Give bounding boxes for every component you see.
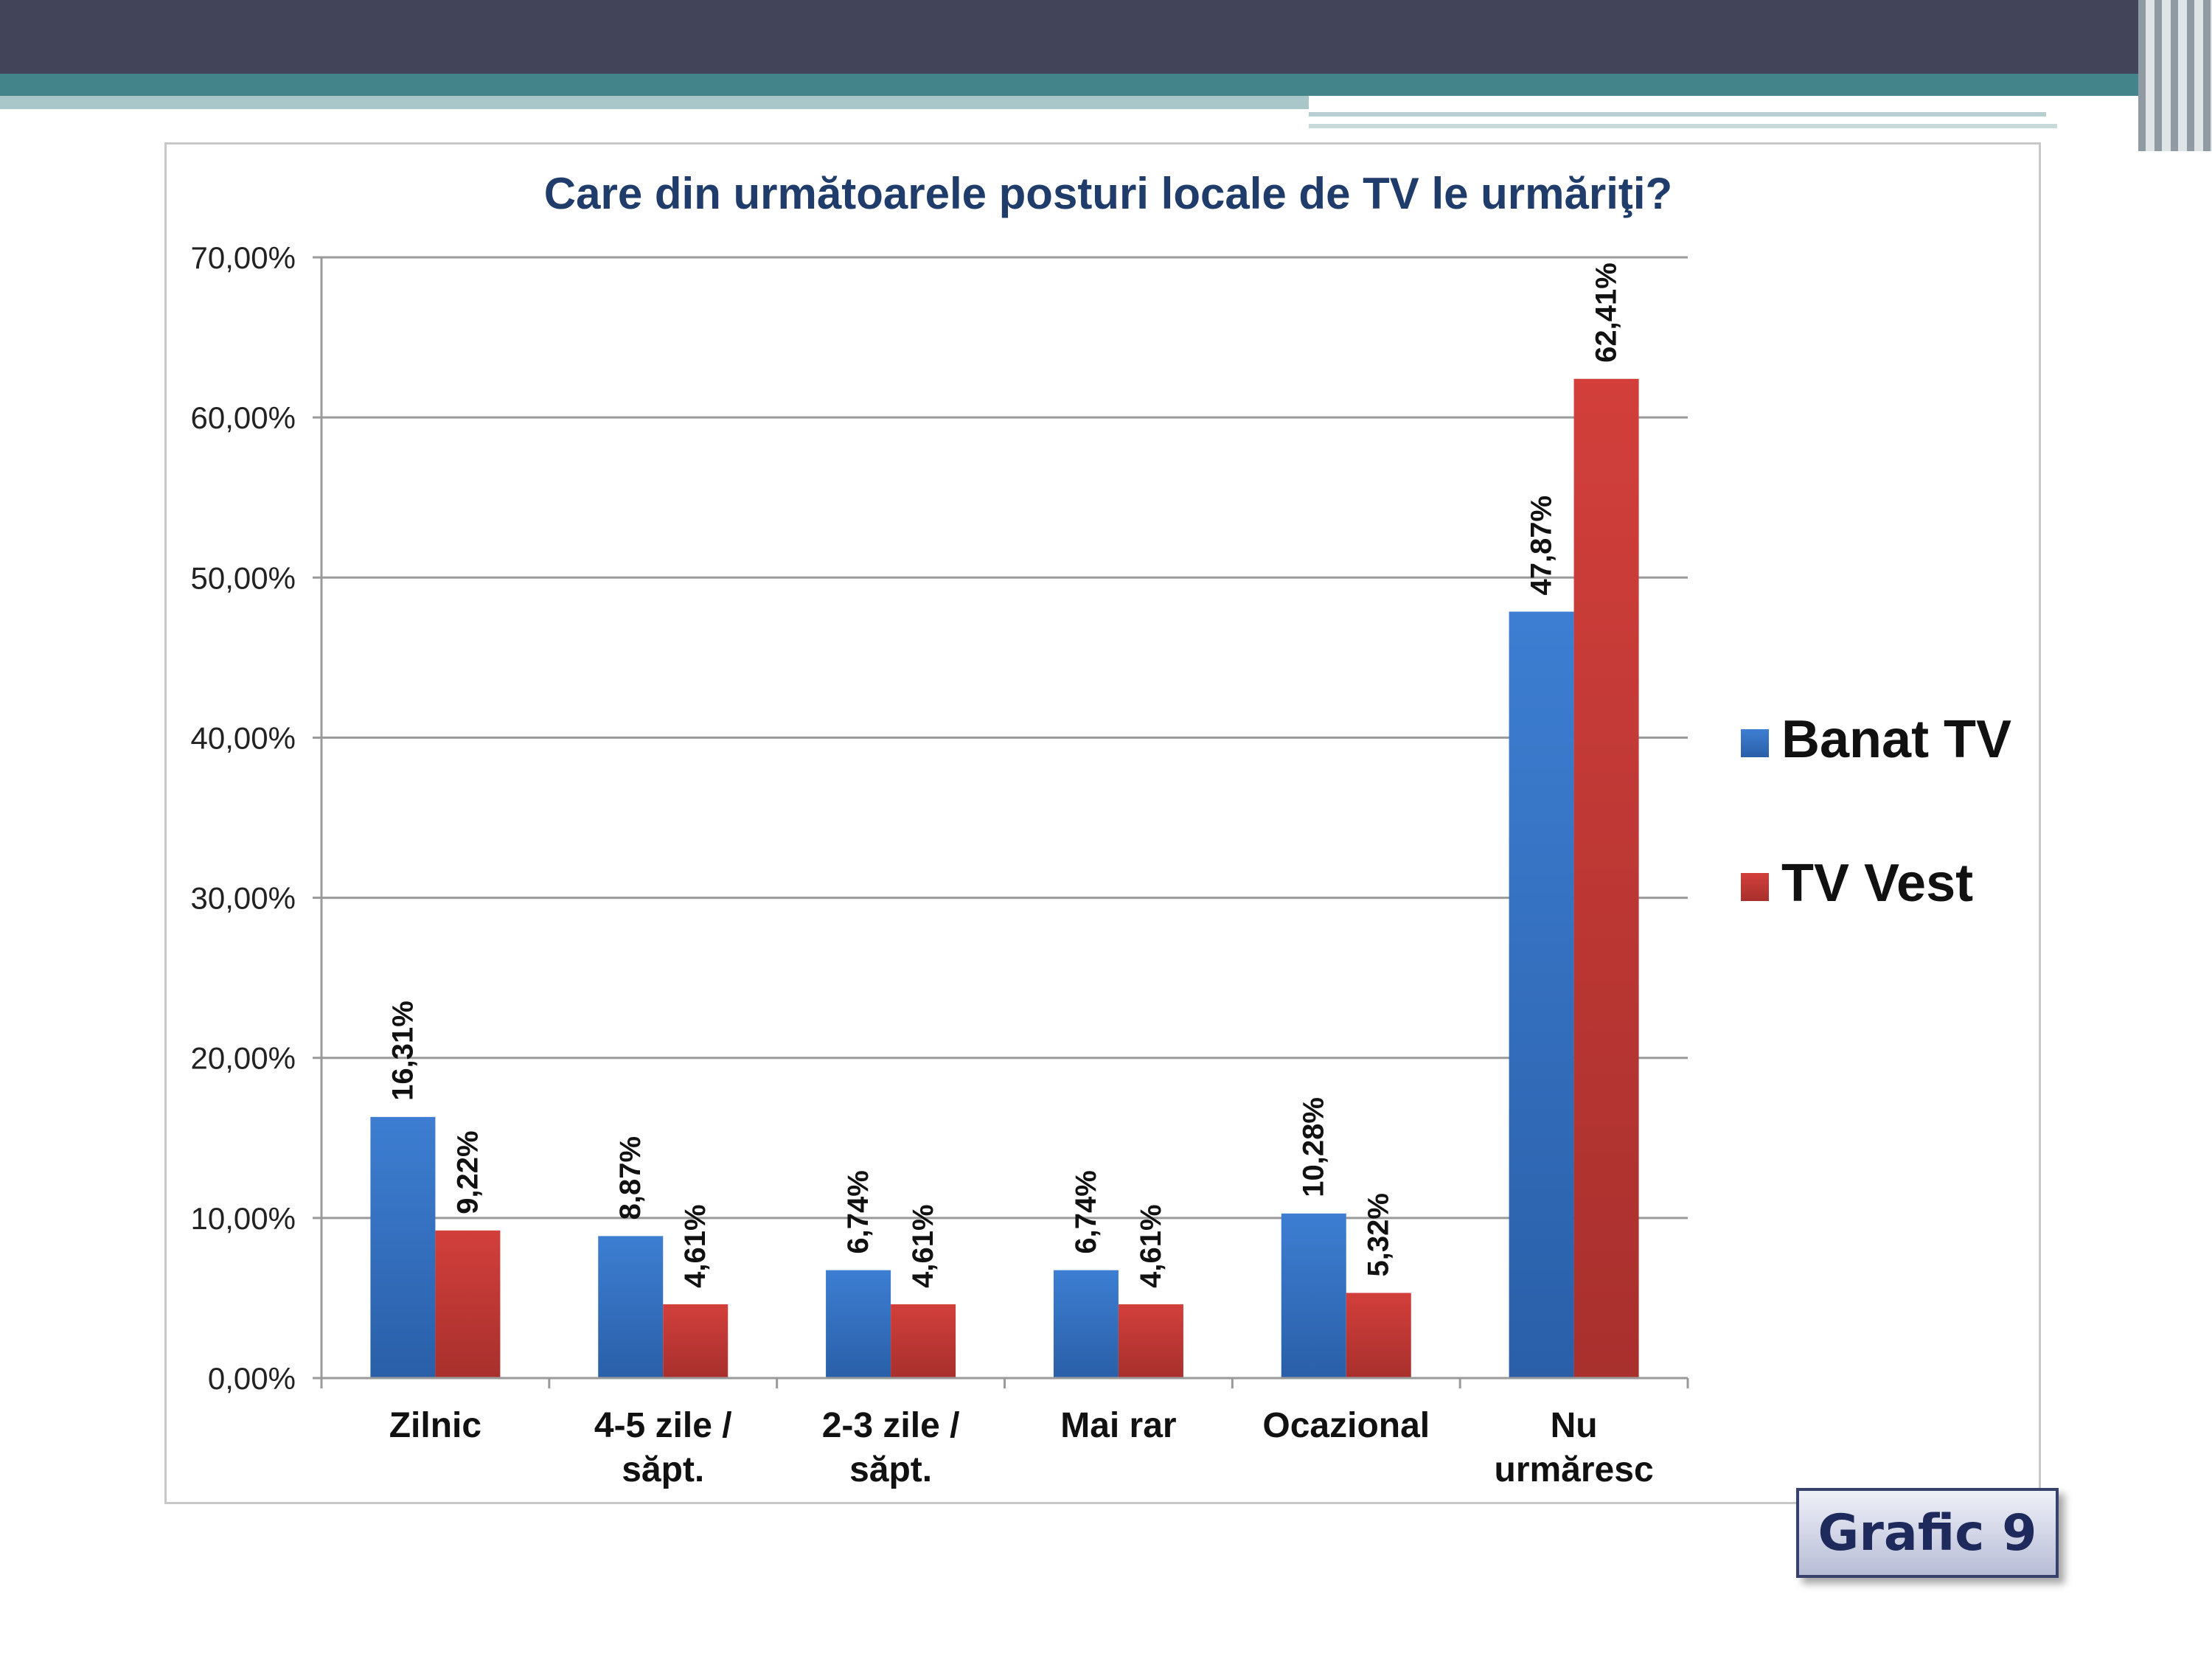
x-category-label: Nu	[1551, 1406, 1598, 1445]
data-label: 4,61%	[679, 1204, 712, 1287]
legend-swatch	[1741, 873, 1769, 901]
data-label: 16,31%	[386, 1001, 419, 1101]
bar-banat-tv	[370, 1116, 436, 1378]
y-tick-label: 70,00%	[191, 240, 296, 275]
chart-title: Care din următoarele posturi locale de T…	[544, 169, 1672, 218]
data-label: 9,22%	[451, 1130, 484, 1214]
bar-tv-vest	[1118, 1304, 1183, 1378]
data-label: 6,74%	[842, 1170, 874, 1253]
x-category-label: urmăresc	[1495, 1450, 1654, 1489]
data-label: 5,32%	[1363, 1193, 1395, 1276]
header-thin-line	[1309, 112, 2046, 116]
y-tick-label: 50,00%	[191, 560, 296, 595]
bar-tv-vest	[1346, 1293, 1411, 1378]
y-tick-label: 60,00%	[191, 400, 296, 435]
y-tick-label: 20,00%	[191, 1041, 296, 1076]
bar-tv-vest	[1573, 378, 1639, 1378]
legend-label: Banat TV	[1781, 710, 2011, 769]
y-tick-label: 10,00%	[191, 1201, 296, 1236]
bar-tv-vest	[663, 1304, 728, 1378]
x-category-label: săpt.	[622, 1450, 704, 1489]
bar-banat-tv	[1509, 611, 1574, 1379]
data-label: 4,61%	[907, 1204, 939, 1287]
data-label: 47,87%	[1526, 495, 1558, 596]
data-label: 6,74%	[1070, 1170, 1102, 1253]
legend-swatch	[1741, 729, 1769, 757]
header-edge-pattern	[2138, 0, 2212, 151]
chart-area: Care din următoarele posturi locale de T…	[164, 142, 2041, 1504]
bar-banat-tv	[826, 1270, 891, 1378]
header-band	[0, 0, 2212, 74]
legend-label: TV Vest	[1781, 854, 1973, 913]
chart-number-badge: Grafic 9	[1796, 1488, 2059, 1578]
bar-chart: Care din următoarele posturi locale de T…	[191, 169, 2012, 1489]
data-label: 62,41%	[1590, 262, 1623, 363]
bar-tv-vest	[891, 1304, 956, 1378]
bar-banat-tv	[598, 1236, 664, 1378]
data-label: 4,61%	[1135, 1204, 1167, 1287]
x-category-label: Mai rar	[1060, 1406, 1176, 1445]
x-category-label: 2-3 zile /	[822, 1406, 960, 1445]
header-light-stripe	[0, 96, 1309, 109]
y-tick-label: 0,00%	[208, 1361, 296, 1396]
header-thin-line	[1309, 124, 2057, 128]
bar-tv-vest	[435, 1230, 501, 1378]
bar-banat-tv	[1053, 1270, 1119, 1378]
badge-label: Grafic 9	[1818, 1503, 2037, 1562]
data-label: 10,28%	[1298, 1097, 1330, 1197]
y-tick-label: 40,00%	[191, 720, 296, 755]
bar-banat-tv	[1281, 1213, 1346, 1378]
x-category-label: Zilnic	[389, 1406, 481, 1445]
header-teal-stripe	[0, 74, 2212, 96]
x-category-label: 4-5 zile /	[594, 1406, 732, 1445]
x-category-label: Ocazional	[1262, 1406, 1430, 1445]
data-label: 8,87%	[614, 1136, 647, 1220]
x-category-label: săpt.	[849, 1450, 932, 1489]
y-tick-label: 30,00%	[191, 881, 296, 916]
